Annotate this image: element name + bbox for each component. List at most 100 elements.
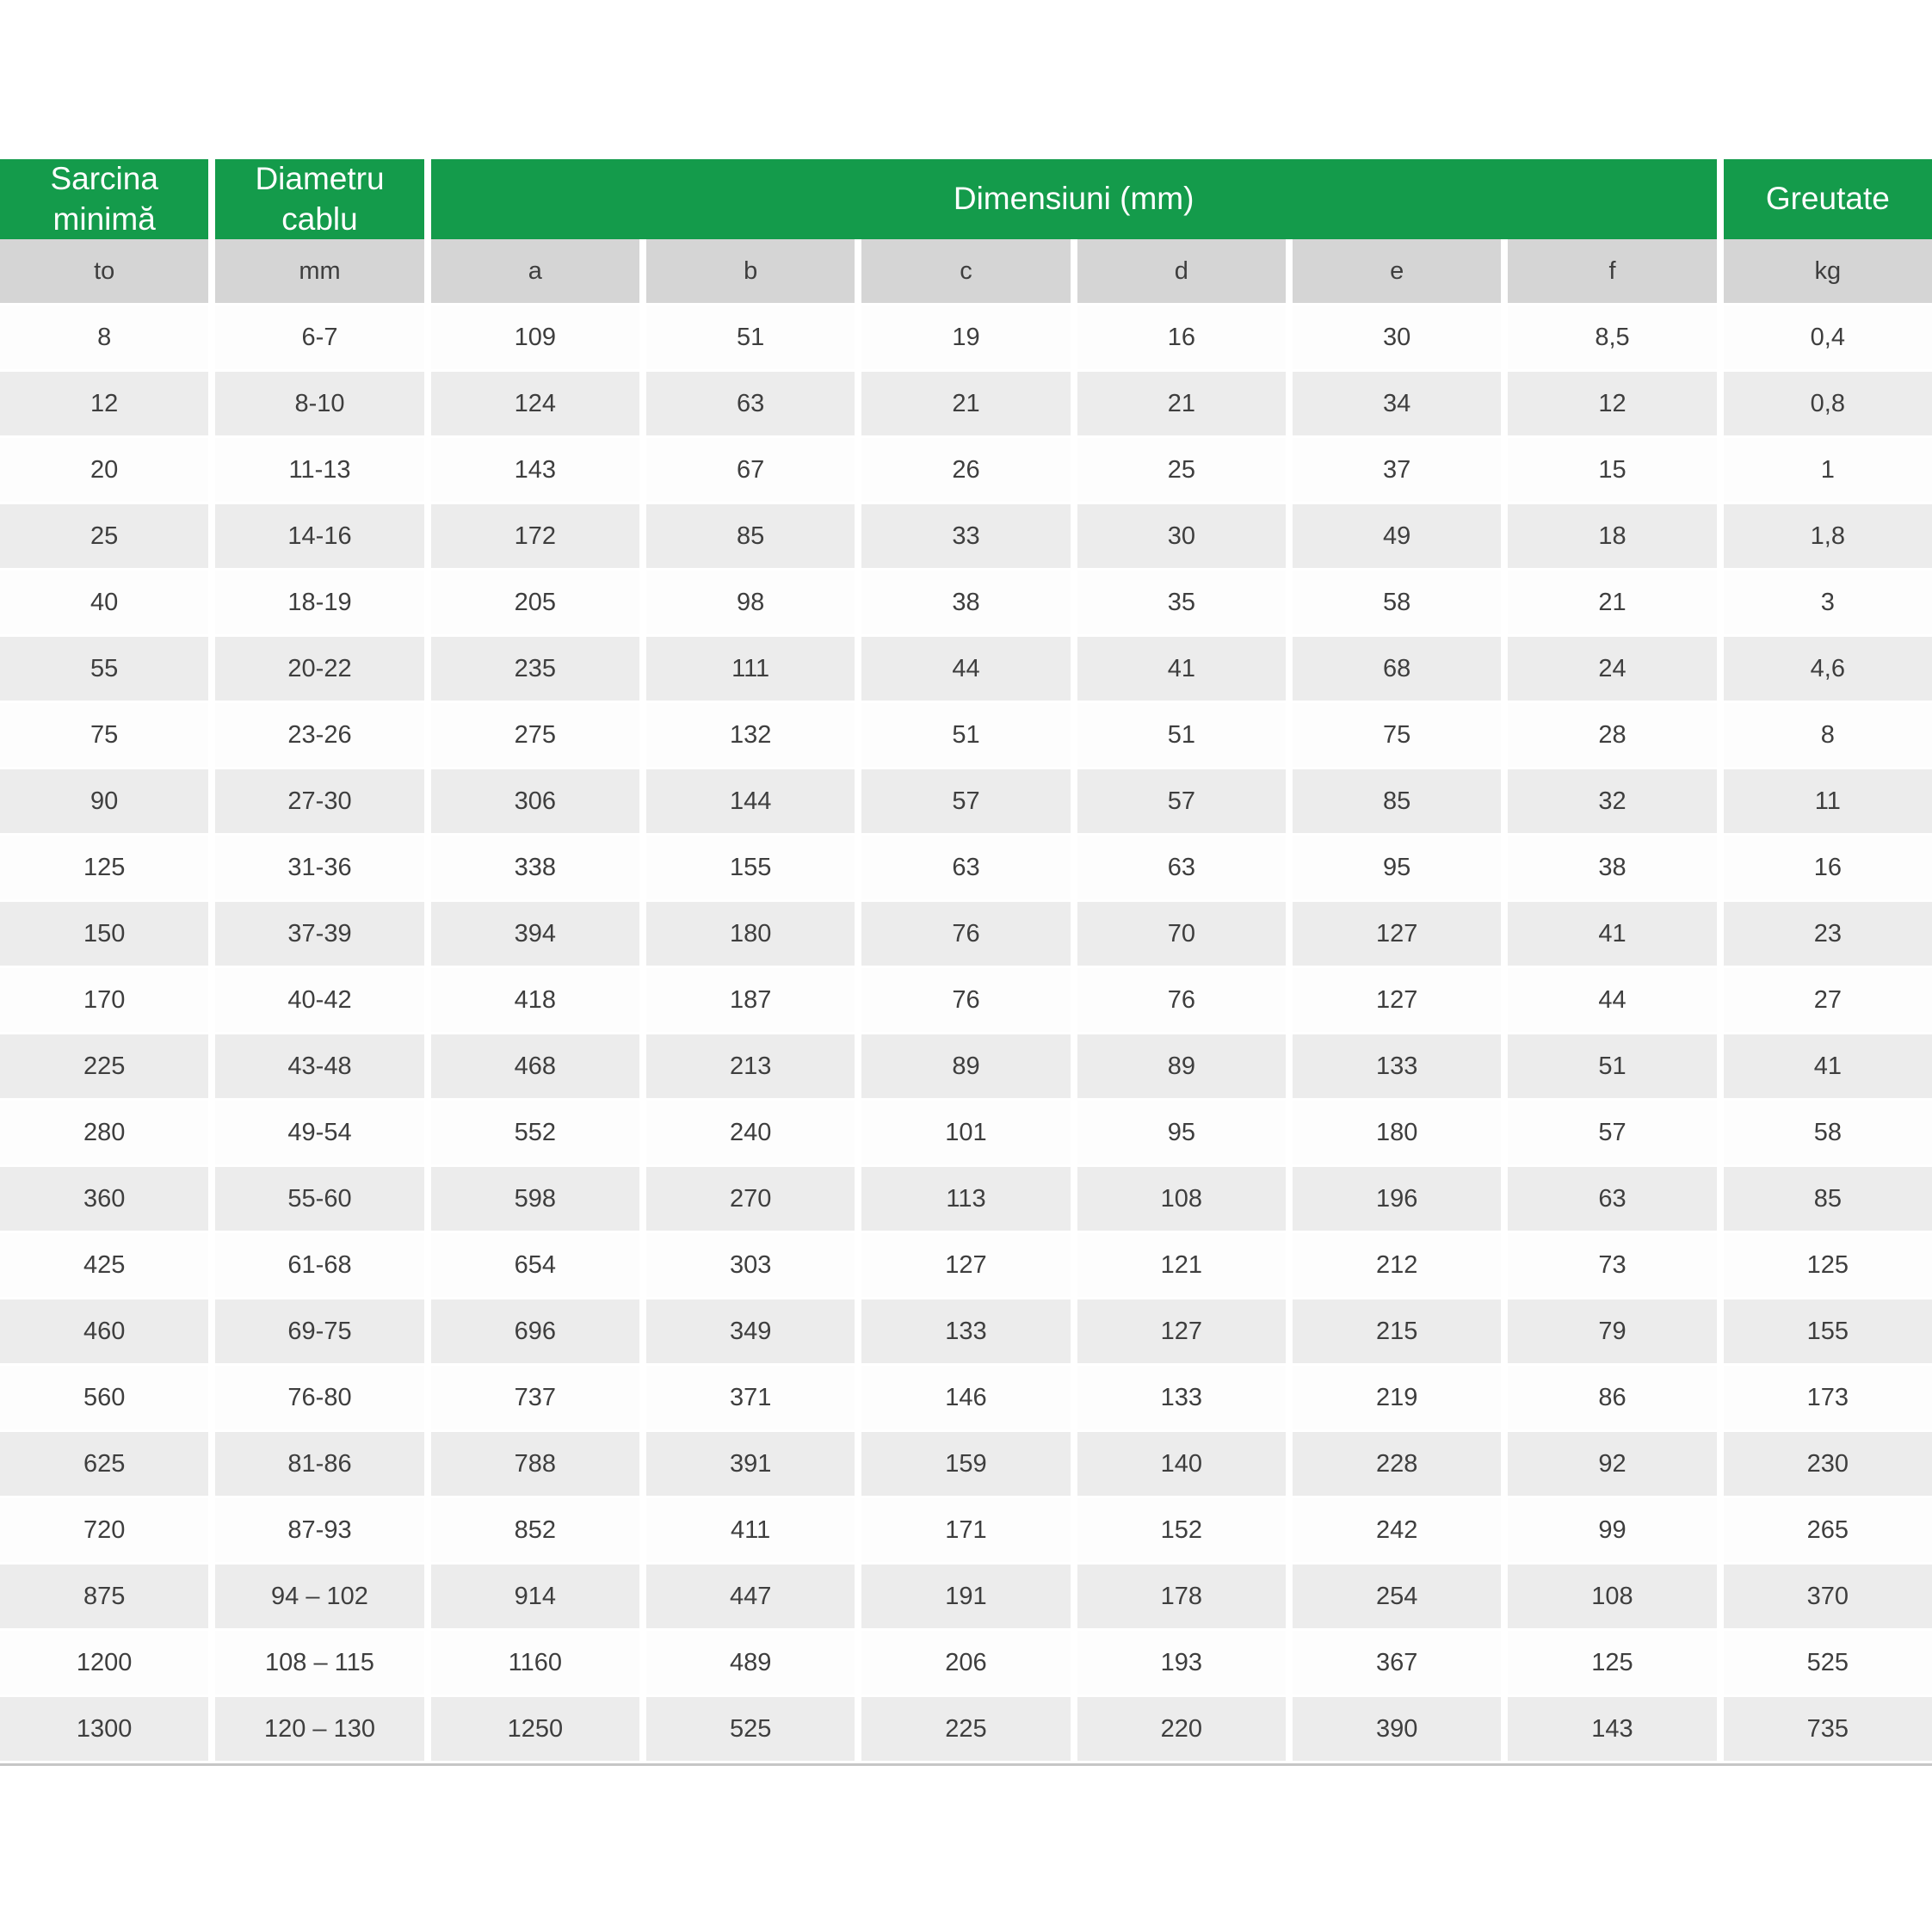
table-cell: 18 <box>1508 504 1717 568</box>
table-cell: 109 <box>430 306 639 369</box>
table-cell: 394 <box>430 902 639 966</box>
table-cell: 63 <box>861 836 1071 899</box>
table-row: 280 49-54 552 240 101 95 180 57 58 <box>0 1101 1932 1164</box>
specification-table: Sarcina minimă Diametru cablu Dimensiuni… <box>0 159 1932 1766</box>
table-cell: 240 <box>645 1101 855 1164</box>
table-cell: 38 <box>1508 836 1717 899</box>
table-cell: 49 <box>1292 504 1502 568</box>
table-cell: 852 <box>430 1498 639 1562</box>
table-cell: 460 <box>0 1299 209 1363</box>
table-cell: 468 <box>430 1034 639 1098</box>
table-cell: 124 <box>430 372 639 435</box>
table-cell: 737 <box>430 1366 639 1429</box>
table-cell: 127 <box>1292 902 1502 966</box>
table-cell: 275 <box>430 703 639 767</box>
unit-cell-e: e <box>1292 239 1502 303</box>
table-cell: 220 <box>1077 1697 1286 1761</box>
table-cell: 57 <box>1077 769 1286 833</box>
table-row: 560 76-80 737 371 146 133 219 86 173 <box>0 1366 1932 1429</box>
unit-cell-mm: mm <box>215 239 424 303</box>
table-cell: 8,5 <box>1508 306 1717 369</box>
table-cell: 23 <box>1723 902 1932 966</box>
table-cell: 8 <box>1723 703 1932 767</box>
table-cell: 51 <box>645 306 855 369</box>
table-cell: 27 <box>1723 968 1932 1032</box>
table-cell: 28 <box>1508 703 1717 767</box>
table-row: 1200 108 – 115 1160 489 206 193 367 125 525 <box>0 1631 1932 1694</box>
table-cell: 92 <box>1508 1432 1717 1496</box>
table-cell: 121 <box>1077 1233 1286 1297</box>
table-cell: 212 <box>1292 1233 1502 1297</box>
table-cell: 85 <box>1292 769 1502 833</box>
table-cell: 225 <box>861 1697 1071 1761</box>
table-cell: 159 <box>861 1432 1071 1496</box>
table-cell: 58 <box>1292 571 1502 634</box>
table-cell: 37-39 <box>215 902 424 966</box>
table-cell: 370 <box>1723 1565 1932 1628</box>
table-cell: 14-16 <box>215 504 424 568</box>
table-cell: 205 <box>430 571 639 634</box>
table-row: 55 20-22 235 111 44 41 68 24 4,6 <box>0 637 1932 701</box>
table-cell: 1 <box>1723 438 1932 502</box>
table-cell: 788 <box>430 1432 639 1496</box>
table-cell: 86 <box>1508 1366 1717 1429</box>
table-cell: 418 <box>430 968 639 1032</box>
table-cell: 108 – 115 <box>215 1631 424 1694</box>
table-cell: 43-48 <box>215 1034 424 1098</box>
table-cell: 133 <box>861 1299 1071 1363</box>
table-cell: 20 <box>0 438 209 502</box>
unit-cell-d: d <box>1077 239 1286 303</box>
table-cell: 85 <box>1723 1167 1932 1231</box>
table-cell: 914 <box>430 1565 639 1628</box>
table-cell: 1250 <box>430 1697 639 1761</box>
table-row: 8 6-7 109 51 19 16 30 8,5 0,4 <box>0 306 1932 369</box>
table-cell: 23-26 <box>215 703 424 767</box>
table-cell: 49-54 <box>215 1101 424 1164</box>
table-cell: 270 <box>645 1167 855 1231</box>
table-cell: 81-86 <box>215 1432 424 1496</box>
table-cell: 391 <box>645 1432 855 1496</box>
table-cell: 371 <box>645 1366 855 1429</box>
table-row: 150 37-39 394 180 76 70 127 41 23 <box>0 902 1932 966</box>
table-cell: 196 <box>1292 1167 1502 1231</box>
table-cell: 143 <box>1508 1697 1717 1761</box>
table-cell: 155 <box>645 836 855 899</box>
table-cell: 61-68 <box>215 1233 424 1297</box>
table-cell: 95 <box>1292 836 1502 899</box>
table-cell: 51 <box>1077 703 1286 767</box>
table-cell: 40 <box>0 571 209 634</box>
table-cell: 180 <box>1292 1101 1502 1164</box>
table-cell: 51 <box>1508 1034 1717 1098</box>
table-cell: 191 <box>861 1565 1071 1628</box>
table-cell: 41 <box>1508 902 1717 966</box>
table-row: 170 40-42 418 187 76 76 127 44 27 <box>0 968 1932 1032</box>
table-row: 12 8-10 124 63 21 21 34 12 0,8 <box>0 372 1932 435</box>
table-cell: 21 <box>1508 571 1717 634</box>
table-cell: 560 <box>0 1366 209 1429</box>
table-row: 20 11-13 143 67 26 25 37 15 1 <box>0 438 1932 502</box>
table-row: 1300 120 – 130 1250 525 225 220 390 143 735 <box>0 1697 1932 1761</box>
table-row: 625 81-86 788 391 159 140 228 92 230 <box>0 1432 1932 1496</box>
table-cell: 125 <box>1723 1233 1932 1297</box>
table-cell: 132 <box>645 703 855 767</box>
table-cell: 254 <box>1292 1565 1502 1628</box>
table-cell: 1200 <box>0 1631 209 1694</box>
table-cell: 180 <box>645 902 855 966</box>
table-cell: 152 <box>1077 1498 1286 1562</box>
table-cell: 99 <box>1508 1498 1717 1562</box>
table-cell: 489 <box>645 1631 855 1694</box>
table-cell: 76 <box>1077 968 1286 1032</box>
table-cell: 193 <box>1077 1631 1286 1694</box>
table-cell: 24 <box>1508 637 1717 701</box>
header-greutate: Greutate <box>1723 159 1932 239</box>
table-cell: 26 <box>861 438 1071 502</box>
table-cell: 127 <box>861 1233 1071 1297</box>
table-cell: 172 <box>430 504 639 568</box>
table-row: 40 18-19 205 98 38 35 58 21 3 <box>0 571 1932 634</box>
table-cell: 133 <box>1077 1366 1286 1429</box>
table-header-row: Sarcina minimă Diametru cablu Dimensiuni… <box>0 159 1932 239</box>
table-cell: 338 <box>430 836 639 899</box>
table-cell: 44 <box>861 637 1071 701</box>
table-cell: 720 <box>0 1498 209 1562</box>
header-dimensiuni-mm: Dimensiuni (mm) <box>430 159 1717 239</box>
